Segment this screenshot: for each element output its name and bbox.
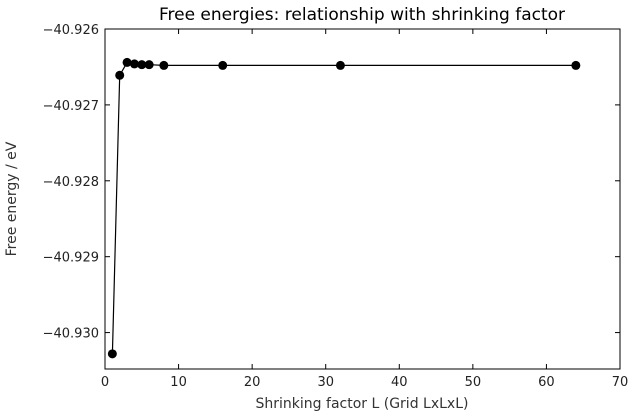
data-point — [335, 60, 345, 70]
x-tick-label: 40 — [391, 375, 408, 390]
y-tick-label: −40.928 — [43, 175, 99, 190]
x-axis-label: Shrinking factor L (Grid LxLxL) — [256, 396, 469, 412]
y-tick-label: −40.930 — [43, 327, 99, 342]
data-point — [159, 60, 169, 70]
y-tick-label: −40.926 — [43, 23, 99, 38]
data-point — [129, 59, 139, 69]
x-tick-label: 0 — [101, 375, 109, 390]
data-point — [107, 349, 117, 359]
x-tick-label: 20 — [244, 375, 261, 390]
x-tick-label: 10 — [170, 375, 187, 390]
data-point — [571, 60, 581, 70]
data-point — [137, 60, 147, 70]
plot-area — [107, 57, 581, 359]
series-line — [111, 61, 576, 354]
chart-title: Free energies: relationship with shrinki… — [159, 5, 565, 25]
data-point — [122, 57, 132, 67]
data-point — [218, 60, 228, 70]
x-tick-label: 60 — [538, 375, 555, 390]
y-tick-label: −40.927 — [43, 99, 99, 114]
x-tick-label: 70 — [612, 375, 629, 390]
data-point — [144, 60, 154, 70]
y-axis: −40.926 −40.927 −40.928 −40.929 −40.930 — [43, 23, 620, 342]
x-axis: 0 10 20 30 40 50 60 70 — [101, 29, 628, 390]
data-point — [115, 70, 125, 80]
x-tick-label: 30 — [317, 375, 334, 390]
plot-frame — [104, 28, 621, 370]
y-axis-label: Free energy / eV — [4, 141, 20, 256]
y-tick-label: −40.929 — [43, 251, 99, 266]
x-tick-label: 50 — [465, 375, 482, 390]
